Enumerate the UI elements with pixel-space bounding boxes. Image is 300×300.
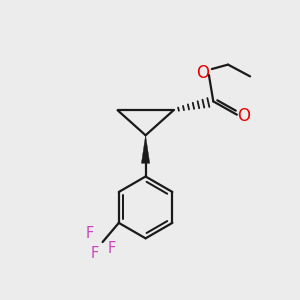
Text: F: F xyxy=(86,226,94,241)
Text: F: F xyxy=(108,241,116,256)
Polygon shape xyxy=(142,135,150,163)
Text: F: F xyxy=(90,246,98,261)
Text: O: O xyxy=(196,64,209,82)
Text: O: O xyxy=(237,107,250,125)
